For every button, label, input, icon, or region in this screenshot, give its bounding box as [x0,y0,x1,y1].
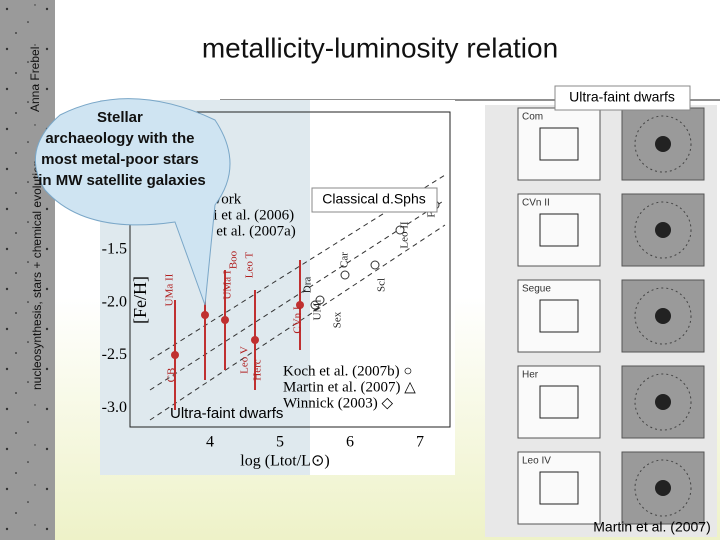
panel-label: Leo IV [522,456,551,467]
panel-ring [634,459,692,517]
galaxy-label: Leo II [399,221,411,249]
panel [517,193,601,267]
panel-box [539,471,579,505]
legend-entry: Martin et al. (2007) △ [283,379,416,395]
panel-source [655,136,671,152]
galaxy-label: CB [166,368,178,383]
panel-box [539,299,579,333]
galaxy-label: Leo T [244,252,256,279]
x-tick-label: 4 [206,434,214,451]
panel-box [539,385,579,419]
panel-ring [634,115,692,173]
y-tick-label: -3.0 [102,399,127,416]
galaxy-label: UMa I [222,270,234,299]
panel-source [655,308,671,324]
galaxy-label: UMa II [164,273,176,306]
label-box [311,187,438,213]
panel [517,451,601,525]
galaxy-label: Car [339,252,351,268]
panel-source [655,480,671,496]
author: Anna Frebel [28,47,42,112]
callout-text: Stellar archaeology with the most metal-… [38,109,206,189]
panel [517,365,601,439]
x-tick-label: 6 [346,434,354,451]
y-tick-label: -1.5 [102,241,127,258]
panel-source [655,222,671,238]
galaxy-label: Sex [332,311,344,328]
panel-ring [634,287,692,345]
panel [517,107,601,181]
label-box [554,85,691,111]
panel-label: CVn II [522,198,550,209]
galaxy-label: Herc [252,359,264,380]
panel-label: Her [522,370,539,381]
region-label: Ultra-faint dwarfs [170,405,283,422]
panel-label: Segue [522,284,551,295]
plot-frame [129,111,451,428]
x-tick-label: 7 [416,434,424,451]
legend-entry: Koch et al. (2007b) ○ [283,363,412,379]
panel-ring [634,201,692,259]
galaxy-label: Dra [302,277,314,294]
region-label: Classical d.Sphs [322,191,426,207]
star-strip [0,0,55,540]
panel-ring [634,373,692,431]
topic: nucleosynthesis, stars + chemical evolut… [30,160,44,390]
x-tick-label: 5 [276,434,284,451]
panel [621,451,705,525]
y-axis-label: [Fe/H] [130,276,150,324]
galaxy-label: UMi [312,300,324,321]
callout-bubble [34,98,231,306]
panel-label: Com [522,112,543,123]
galaxy-label: CVn I [292,306,304,334]
galaxy-label: Leo V [239,346,251,374]
red-points [171,301,304,359]
x-axis-label: log (Ltot/L⊙) [240,453,329,470]
galaxy-label: Boo [228,250,240,269]
legend-entry: Winnick (2003) ◇ [283,395,394,411]
region-label: Ultra-faint dwarfs [569,89,675,105]
panel-box [539,213,579,247]
y-tick-label: -2.0 [102,293,127,310]
slide-title: metallicity-luminosity relation [202,32,558,63]
fit-line [149,224,446,421]
panel-source [655,394,671,410]
credit: Martin et al. (2007) [593,519,711,535]
galaxy-label: Scl [376,278,388,292]
y-tick-label: -2.5 [102,346,127,363]
panel-box [539,127,579,161]
panel [517,279,601,353]
